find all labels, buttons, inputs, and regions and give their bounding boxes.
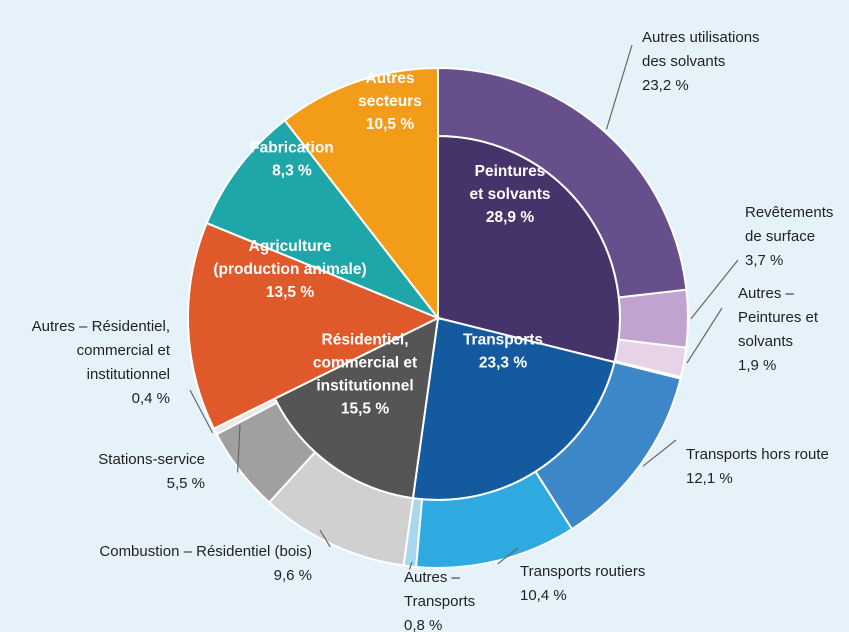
sector-label: Transports (463, 332, 543, 349)
slice-label: 23,2 % (642, 77, 689, 94)
slice-label: Autres – (404, 569, 461, 586)
leader-line (690, 259, 739, 320)
slice-label: Transports (404, 593, 475, 610)
slice-label: commercial et (77, 342, 171, 359)
sector-label: 15,5 % (341, 401, 389, 418)
slice-label: Peintures et (738, 309, 819, 326)
sector-label: Peintures (475, 163, 546, 180)
leader-line (237, 424, 241, 473)
sector-label: (production animale) (213, 261, 366, 278)
slice-label: Combustion – Résidentiel (bois) (99, 543, 312, 560)
sector-label: 10,5 % (366, 116, 414, 133)
leader-line (686, 307, 723, 364)
slice-label: Autres – (738, 285, 795, 302)
slice-label: Transports hors route (686, 446, 829, 463)
sector-label: Fabrication (250, 140, 334, 157)
sector-label: Agriculture (249, 238, 332, 255)
sector-label: et solvants (470, 186, 551, 203)
leader-line (408, 561, 413, 570)
sector-label: 8,3 % (272, 163, 312, 180)
sector-label: institutionnel (316, 378, 413, 395)
slice-label: Autres utilisations (642, 29, 760, 46)
sector-label: Autres (365, 70, 414, 87)
sector-label: 28,9 % (486, 209, 534, 226)
slice-label: solvants (738, 333, 793, 350)
sector (283, 66, 439, 321)
sector-label: 23,3 % (479, 355, 527, 372)
leader-line (642, 439, 677, 467)
leader-line (189, 389, 214, 434)
slice-label: 0,4 % (132, 390, 170, 407)
slice-label: 1,9 % (738, 357, 776, 374)
slice-label: 5,5 % (167, 475, 205, 492)
slice-label: Transports routiers (520, 563, 645, 580)
slice-label: 0,8 % (404, 617, 442, 632)
sub-slice (613, 338, 688, 379)
slice-label: institutionnel (87, 366, 170, 383)
slice-label: de surface (745, 228, 815, 245)
slice-label: Stations-service (98, 451, 205, 468)
sector-label: Résidentiel, (322, 332, 409, 349)
leader-line (319, 529, 331, 548)
slice-label: 10,4 % (520, 587, 567, 604)
slice-label: Revêtements (745, 204, 833, 221)
sector-label: commercial et (313, 355, 417, 372)
slice-label: 12,1 % (686, 470, 733, 487)
slice-label: Autres – Résidentiel, (32, 318, 170, 335)
sector (187, 221, 441, 431)
sector-label: 13,5 % (266, 284, 314, 301)
sector-label: secteurs (358, 93, 422, 110)
leader-line (605, 44, 633, 130)
sector (205, 119, 442, 321)
sub-slice (617, 288, 689, 349)
slice-label: 9,6 % (274, 567, 312, 584)
slice-label: des solvants (642, 53, 725, 70)
slice-label: 3,7 % (745, 252, 783, 269)
leader-line (497, 547, 519, 565)
